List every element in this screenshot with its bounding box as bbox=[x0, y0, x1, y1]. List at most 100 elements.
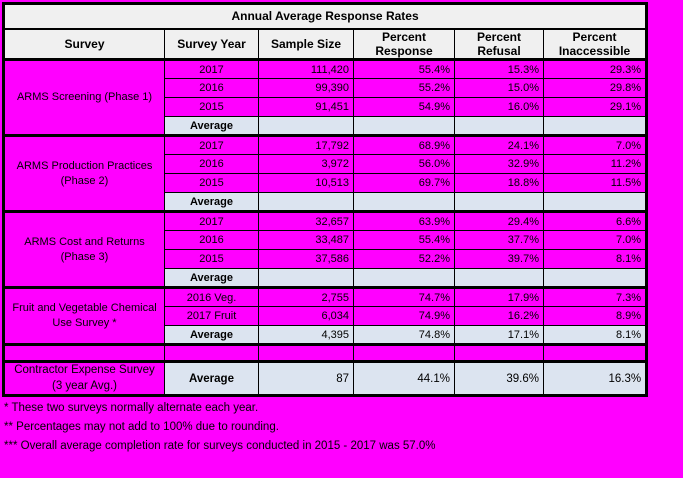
percent-refusal-cell: 18.8% bbox=[454, 173, 544, 194]
sample-size-cell: 4,395 bbox=[258, 325, 354, 346]
percent-inaccessible-cell: 29.3% bbox=[542, 58, 648, 80]
survey-year-cell: 2017 bbox=[164, 134, 259, 156]
survey-year-cell: 2016 bbox=[164, 78, 259, 99]
percent-inaccessible-cell: 29.1% bbox=[542, 97, 648, 118]
column-header-percent-inaccessible: Percent Inaccessible bbox=[542, 27, 648, 62]
table-row: 2016 33,487 55.4% 37.7% 7.0% bbox=[4, 230, 648, 251]
survey-name-cell: ARMS Screening (Phase 1) bbox=[3, 58, 165, 137]
survey-year-cell: 2015 bbox=[164, 97, 259, 118]
table-title-row: Annual Average Response Rates bbox=[2, 3, 648, 30]
sample-size-cell bbox=[258, 116, 354, 137]
spacer-cell bbox=[542, 343, 648, 363]
percent-inaccessible-cell: 7.0% bbox=[542, 134, 648, 156]
percent-refusal-cell: 16.0% bbox=[454, 97, 544, 118]
percent-inaccessible-cell bbox=[542, 192, 648, 213]
footnote-2: ** Percentages may not add to 100% due t… bbox=[4, 421, 279, 434]
percent-inaccessible-cell: 8.9% bbox=[542, 306, 648, 327]
survey-year-cell: 2017 Fruit bbox=[164, 306, 259, 327]
percent-inaccessible-cell: 8.1% bbox=[542, 325, 648, 346]
percent-response-cell bbox=[353, 116, 455, 137]
percent-inaccessible-cell: 8.1% bbox=[542, 249, 648, 270]
average-label-cell: Average bbox=[164, 116, 259, 137]
spacer-row bbox=[3, 343, 648, 363]
sample-size-cell: 111,420 bbox=[258, 58, 354, 80]
spacer-cell bbox=[353, 343, 455, 363]
sample-size-cell: 10,513 bbox=[258, 173, 354, 194]
table-row: ARMS Cost and Returns (Phase 3) 2017 32,65… bbox=[3, 210, 648, 289]
average-row: Average 4,395 74.8% 17.1% 8.1% bbox=[4, 325, 648, 346]
percent-response-cell bbox=[353, 268, 455, 289]
percent-refusal-cell: 32.9% bbox=[454, 154, 544, 175]
percent-refusal-cell: 17.9% bbox=[454, 286, 544, 308]
percent-refusal-cell: 17.1% bbox=[454, 325, 544, 346]
column-header-survey: Survey bbox=[3, 27, 165, 62]
survey-year-cell: 2017 bbox=[164, 210, 259, 232]
page-container: Annual Average Response Rates Survey Sur… bbox=[2, 2, 683, 452]
average-label-cell: Average bbox=[164, 268, 259, 289]
survey-name-cell: Fruit and Vegetable Chemical Use Survey … bbox=[3, 286, 165, 346]
table-row: 2015 10,513 69.7% 18.8% 11.5% bbox=[4, 173, 648, 194]
percent-inaccessible-cell bbox=[542, 116, 648, 137]
column-header-survey-year: Survey Year bbox=[164, 27, 259, 62]
column-header-percent-response: Percent Response bbox=[353, 27, 455, 62]
survey-name-cell: Contractor Expense Survey (3 year Avg.) bbox=[3, 360, 165, 397]
spacer-cell bbox=[454, 343, 544, 363]
percent-inaccessible-cell: 16.3% bbox=[542, 360, 648, 397]
average-label-cell: Average bbox=[164, 192, 259, 213]
percent-response-cell: 55.2% bbox=[353, 78, 455, 99]
column-header-percent-refusal: Percent Refusal bbox=[454, 27, 544, 62]
percent-response-cell: 54.9% bbox=[353, 97, 455, 118]
percent-inaccessible-cell: 11.2% bbox=[542, 154, 648, 175]
percent-response-cell: 68.9% bbox=[353, 134, 455, 156]
percent-response-cell: 52.2% bbox=[353, 249, 455, 270]
table-row: 2015 37,586 52.2% 39.7% 8.1% bbox=[4, 249, 648, 270]
response-rates-table: Annual Average Response Rates Survey Sur… bbox=[2, 2, 649, 398]
percent-refusal-cell: 39.6% bbox=[454, 360, 544, 397]
sample-size-cell: 87 bbox=[258, 360, 354, 397]
percent-refusal-cell: 15.3% bbox=[454, 58, 544, 80]
survey-year-cell: 2016 Veg. bbox=[164, 286, 259, 308]
footnote-3: *** Overall average completion rate for … bbox=[4, 440, 436, 453]
sample-size-cell: 2,755 bbox=[258, 286, 354, 308]
sample-size-cell: 3,972 bbox=[258, 154, 354, 175]
percent-response-cell: 55.4% bbox=[353, 230, 455, 251]
average-label-cell: Average bbox=[164, 360, 259, 397]
column-header-row: Survey Survey Year Sample Size Percent R… bbox=[3, 27, 648, 62]
percent-inaccessible-cell: 7.3% bbox=[542, 286, 648, 308]
percent-response-cell: 74.7% bbox=[353, 286, 455, 308]
percent-refusal-cell: 39.7% bbox=[454, 249, 544, 270]
percent-inaccessible-cell bbox=[542, 268, 648, 289]
column-header-sample-size: Sample Size bbox=[258, 27, 354, 62]
percent-refusal-cell bbox=[454, 192, 544, 213]
percent-response-cell: 44.1% bbox=[353, 360, 455, 397]
table-title: Annual Average Response Rates bbox=[2, 3, 648, 30]
sample-size-cell: 37,586 bbox=[258, 249, 354, 270]
percent-refusal-cell bbox=[454, 116, 544, 137]
sample-size-cell: 17,792 bbox=[258, 134, 354, 156]
survey-name-cell: ARMS Cost and Returns (Phase 3) bbox=[3, 210, 165, 289]
average-label-cell: Average bbox=[164, 325, 259, 346]
survey-name-cell: ARMS Production Practices (Phase 2) bbox=[3, 134, 165, 213]
average-row: Average bbox=[4, 192, 648, 213]
percent-response-cell: 56.0% bbox=[353, 154, 455, 175]
sample-size-cell: 91,451 bbox=[258, 97, 354, 118]
percent-refusal-cell: 16.2% bbox=[454, 306, 544, 327]
table-row: ARMS Screening (Phase 1) 2017 111,420 55.4%… bbox=[3, 58, 648, 137]
table-row: 2016 3,972 56.0% 32.9% 11.2% bbox=[4, 154, 648, 175]
sample-size-cell: 32,657 bbox=[258, 210, 354, 232]
spacer-cell bbox=[164, 343, 259, 363]
percent-refusal-cell: 24.1% bbox=[454, 134, 544, 156]
percent-response-cell: 55.4% bbox=[353, 58, 455, 80]
percent-response-cell: 74.9% bbox=[353, 306, 455, 327]
average-row: Average bbox=[4, 116, 648, 137]
percent-response-cell: 69.7% bbox=[353, 173, 455, 194]
average-row: Average bbox=[4, 268, 648, 289]
percent-inaccessible-cell: 6.6% bbox=[542, 210, 648, 232]
footnotes: * These two surveys normally alternate e… bbox=[2, 397, 683, 452]
spacer-cell bbox=[3, 343, 165, 363]
percent-refusal-cell: 37.7% bbox=[454, 230, 544, 251]
table-row: 2016 99,390 55.2% 15.0% 29.8% bbox=[4, 78, 648, 99]
footnote-1: * These two surveys normally alternate e… bbox=[4, 402, 259, 415]
survey-year-cell: 2017 bbox=[164, 58, 259, 80]
percent-refusal-cell: 15.0% bbox=[454, 78, 544, 99]
